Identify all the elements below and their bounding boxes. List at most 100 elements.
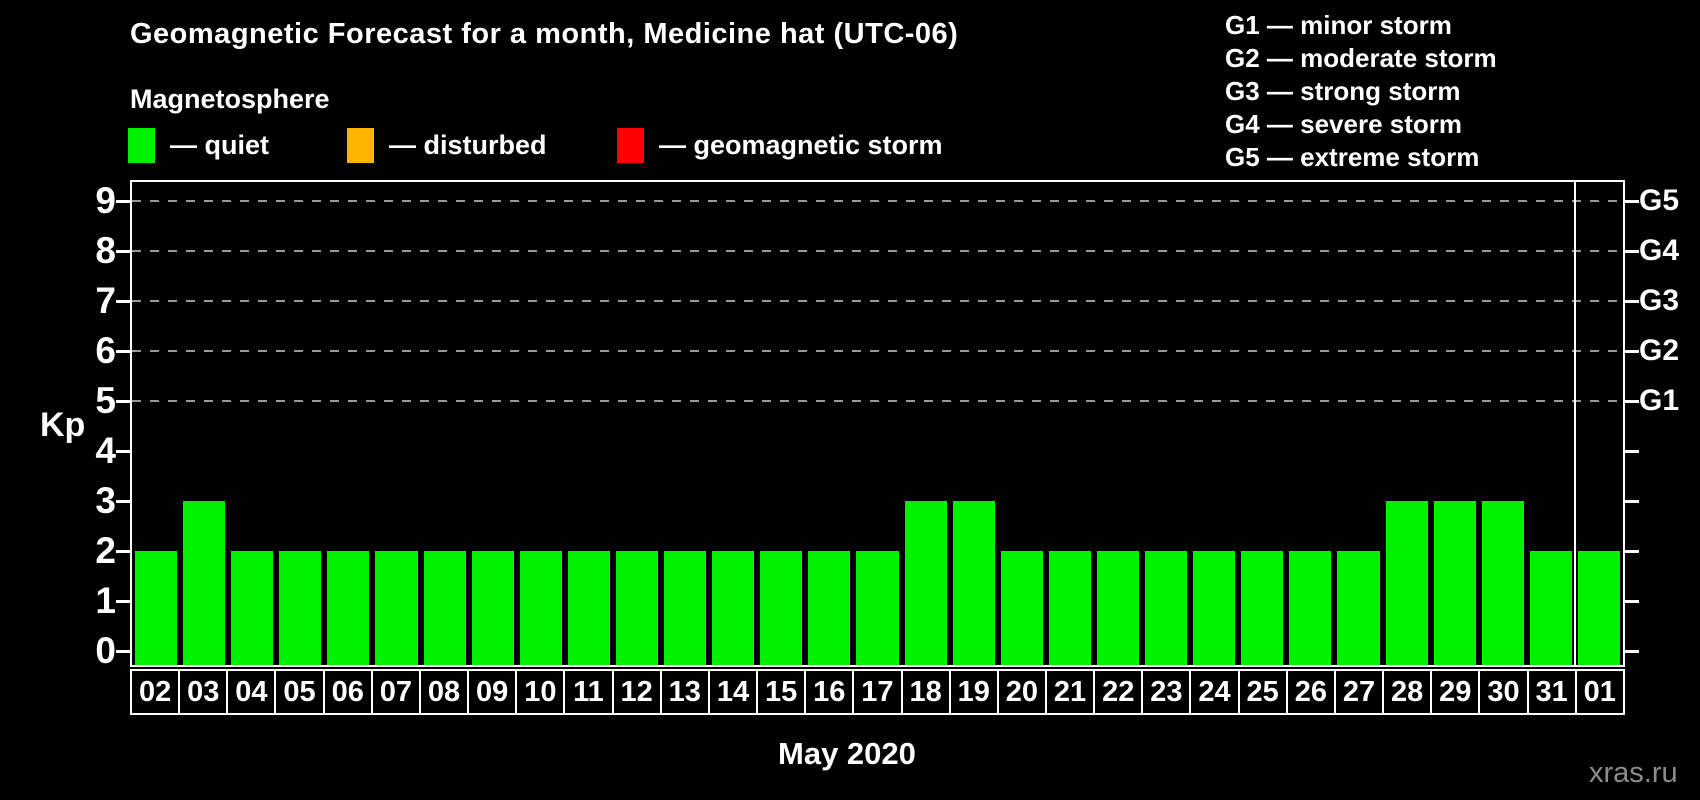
right-axis-tick-5 — [1625, 400, 1639, 403]
bar-day-19 — [952, 501, 995, 665]
day-label-22: 22 — [1093, 669, 1144, 715]
storm-scale-legend: G1 — minor storm G2 — moderate storm G3 — … — [1225, 9, 1497, 174]
right-axis-label-G5: G5 — [1639, 184, 1680, 217]
legend-item-storm: — geomagnetic storm — [617, 128, 943, 163]
bar-day-16 — [808, 551, 851, 665]
x-axis-day-labels: 02 03 04 05 06 07 08 09 10 11 12 13 14 15 16 17 18 19 20 21… — [130, 669, 1625, 715]
y-axis-tick-0 — [116, 650, 130, 653]
bar-day-12 — [615, 551, 659, 665]
day-label-08: 08 — [418, 669, 470, 715]
bar-day-26 — [1289, 551, 1332, 665]
bar-day-06 — [327, 551, 370, 665]
legend-swatch-disturbed — [347, 128, 374, 163]
y-axis-tick-6 — [116, 350, 130, 353]
day-label-16: 16 — [804, 669, 855, 715]
y-tick-label-9: 9 — [95, 180, 116, 221]
day-label-29: 29 — [1430, 669, 1481, 715]
legend-swatch-quiet — [128, 128, 155, 163]
bar-day-25 — [1241, 551, 1284, 665]
bar-day-15 — [760, 551, 803, 665]
y-axis-tick-9 — [116, 200, 130, 203]
bar-day-04 — [231, 551, 274, 665]
bar-day-18 — [904, 501, 947, 665]
right-axis-label-G3: G3 — [1639, 284, 1680, 317]
right-axis-tick-4 — [1625, 450, 1639, 453]
right-axis-tick-6 — [1625, 350, 1639, 353]
right-axis-label-G2: G2 — [1639, 334, 1680, 367]
day-label-17: 17 — [852, 669, 903, 715]
bar-day-17 — [856, 551, 899, 665]
day-label-28: 28 — [1382, 669, 1433, 715]
day-label-10: 10 — [515, 669, 566, 715]
bar-day-11 — [567, 551, 610, 665]
bar-day-07 — [375, 551, 418, 665]
bar-day-29 — [1433, 501, 1476, 665]
chart-subtitle: Magnetosphere — [130, 84, 330, 114]
day-label-12: 12 — [611, 669, 662, 715]
bar-day-09 — [471, 551, 514, 665]
gridline-kp7 — [132, 300, 1623, 302]
y-axis-tick-8 — [116, 250, 130, 253]
day-label-09: 09 — [467, 669, 518, 715]
day-label-03: 03 — [178, 669, 229, 715]
day-label-25: 25 — [1237, 669, 1288, 715]
storm-scale-line-2: G2 — moderate storm — [1225, 43, 1497, 73]
y-axis-title: Kp — [40, 406, 86, 444]
y-tick-label-6: 6 — [95, 330, 116, 371]
day-label-02: 02 — [130, 669, 181, 715]
bar-day-28 — [1385, 501, 1428, 665]
day-label-26: 26 — [1285, 669, 1336, 715]
day-label-19: 19 — [948, 669, 999, 715]
y-axis-tick-1 — [116, 600, 130, 603]
month-boundary-line — [1573, 182, 1576, 665]
bar-day-13 — [664, 551, 707, 665]
bar-day-31 — [1529, 551, 1572, 665]
chart-title: Geomagnetic Forecast for a month, Medici… — [130, 18, 959, 50]
gridline-kp6 — [132, 350, 1623, 352]
plot-area — [116, 180, 1639, 667]
bar-day-21 — [1048, 551, 1091, 665]
day-label-20: 20 — [996, 669, 1047, 715]
legend-label-storm: — geomagnetic storm — [659, 130, 943, 160]
watermark: xras.ru — [1589, 757, 1678, 789]
y-axis-tick-2 — [116, 550, 130, 553]
y-tick-label-1: 1 — [95, 580, 116, 621]
bar-day-27 — [1337, 551, 1380, 665]
day-label-13: 13 — [659, 669, 710, 715]
day-label-24: 24 — [1189, 669, 1240, 715]
right-axis-tick-1 — [1625, 600, 1639, 603]
y-axis-tick-7 — [116, 300, 130, 303]
right-axis-tick-2 — [1625, 550, 1639, 553]
y-tick-label-8: 8 — [95, 230, 116, 271]
y-tick-label-4: 4 — [95, 430, 116, 471]
day-label-01: 01 — [1574, 669, 1625, 715]
bar-day-01 — [1577, 551, 1620, 665]
day-label-30: 30 — [1478, 669, 1529, 715]
right-axis-label-G1: G1 — [1639, 384, 1680, 417]
legend-item-disturbed: — disturbed — [347, 128, 547, 163]
bar-day-30 — [1481, 501, 1524, 665]
gridline-kp8 — [132, 250, 1623, 252]
day-label-06: 06 — [322, 669, 373, 715]
right-axis-tick-3 — [1625, 500, 1639, 503]
bar-day-24 — [1193, 551, 1236, 665]
right-axis-tick-9 — [1625, 200, 1639, 203]
day-label-14: 14 — [707, 669, 759, 715]
bar-day-20 — [1000, 551, 1043, 665]
gridline-kp5 — [132, 400, 1623, 402]
y-tick-label-3: 3 — [95, 480, 116, 521]
x-axis-title: May 2020 — [778, 736, 916, 771]
day-label-11: 11 — [563, 669, 614, 715]
storm-scale-line-5: G5 — extreme storm — [1225, 142, 1480, 172]
right-axis-tick-7 — [1625, 300, 1639, 303]
day-label-23: 23 — [1141, 669, 1192, 715]
y-axis-tick-4 — [116, 450, 130, 453]
y-tick-label-0: 0 — [95, 630, 116, 671]
legend-item-quiet: — quiet — [128, 128, 269, 163]
day-label-21: 21 — [1044, 669, 1096, 715]
legend-label-quiet: — quiet — [170, 130, 269, 160]
right-axis-tick-8 — [1625, 250, 1639, 253]
y-axis-tick-3 — [116, 500, 130, 503]
bar-day-03 — [183, 501, 226, 665]
day-label-05: 05 — [274, 669, 325, 715]
